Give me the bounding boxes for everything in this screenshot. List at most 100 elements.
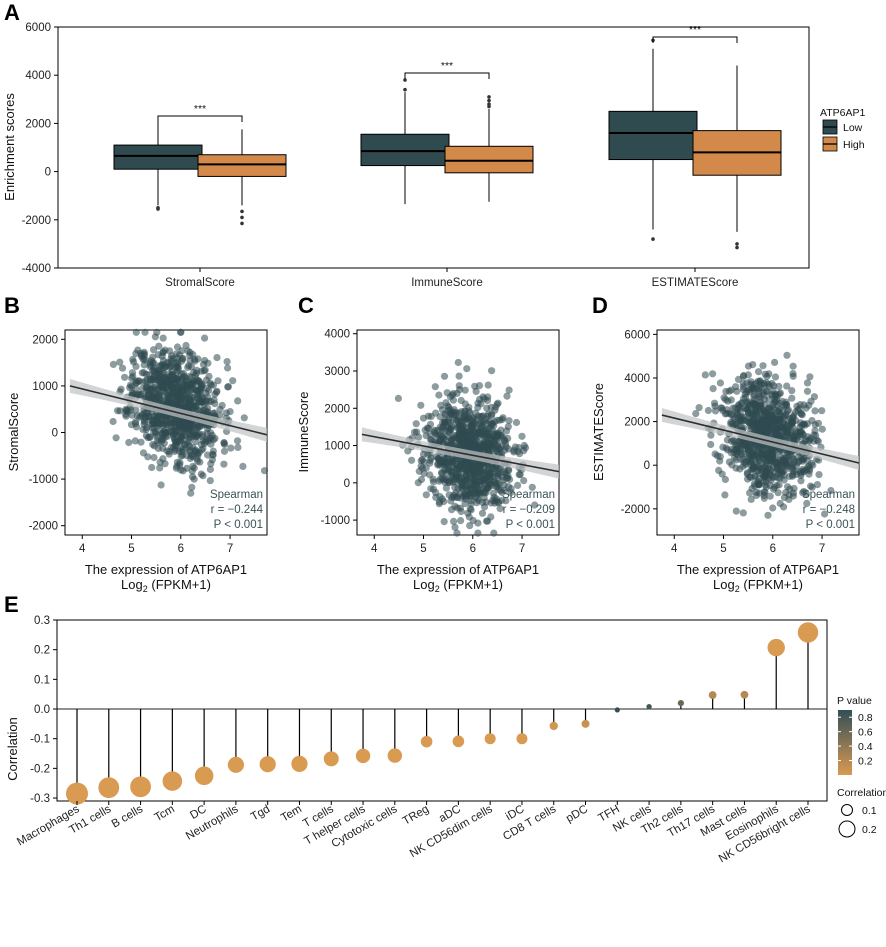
- scatter-point: [164, 395, 172, 403]
- scatter-point: [161, 384, 169, 392]
- scatter-point: [734, 375, 743, 383]
- cbar-tick-label-1: 0.6: [858, 727, 873, 739]
- box-StromalScore-low: [113, 144, 203, 170]
- scatter-point: [721, 491, 729, 499]
- x-axis-title: The expression of ATP6AP1: [85, 562, 247, 577]
- dot-iDC: [516, 733, 528, 745]
- scatter-point: [501, 436, 509, 445]
- scatter-point: [731, 415, 739, 423]
- scatter-point: [784, 483, 792, 491]
- y-tick-label-5: 4000: [324, 329, 350, 341]
- scatter-point: [213, 354, 221, 362]
- scatter-point: [157, 438, 165, 446]
- panel-label-b: B: [4, 293, 20, 318]
- dot-Tgd: [259, 756, 276, 773]
- scatter-point: [453, 389, 461, 397]
- scatter-point: [451, 483, 459, 491]
- scatter-point: [193, 424, 201, 432]
- scatter-point: [149, 440, 157, 449]
- scatter-point: [140, 409, 148, 418]
- scatter-point: [142, 377, 150, 385]
- scatter-point: [151, 370, 159, 379]
- scatter-point: [815, 471, 823, 479]
- scatter-point: [475, 468, 484, 476]
- scatter-point: [483, 404, 491, 412]
- box-StromalScore-high: [197, 154, 287, 177]
- scatter-point: [722, 444, 730, 452]
- scatter-point: [155, 342, 163, 350]
- scatter-point: [755, 368, 763, 376]
- x-tick-label-0: 4: [671, 543, 678, 555]
- scatter-point: [752, 379, 761, 387]
- scatter-point: [457, 517, 465, 525]
- y-tick-label-0: -4000: [22, 263, 51, 275]
- scatter-point: [452, 472, 460, 481]
- scatter-point: [775, 382, 783, 390]
- scatter-point: [821, 510, 829, 518]
- scatter-point: [477, 400, 485, 408]
- y-axis-title: Enrichment scores: [2, 93, 17, 201]
- dot-TReg: [420, 735, 433, 748]
- dot-DC: [194, 766, 214, 786]
- box-ESTIMATEScore-low: [608, 110, 698, 161]
- scatter-point: [493, 479, 501, 487]
- y-tick-label-2: -0.1: [30, 734, 50, 746]
- scatter-point: [131, 420, 140, 428]
- dots: [66, 622, 819, 805]
- scatter-point: [704, 406, 713, 415]
- scatter-point: [769, 504, 777, 512]
- scatter-point: [725, 458, 734, 466]
- scatter-point: [161, 429, 169, 437]
- scatter-point: [109, 417, 117, 426]
- x-tick-label-7: Tem: [279, 803, 304, 824]
- scatter-point: [132, 349, 140, 358]
- legend: ATP6AP1 Low High: [820, 107, 865, 152]
- scatter-point: [490, 437, 498, 445]
- scatter-point: [480, 503, 489, 511]
- scatter-point: [467, 478, 475, 486]
- x-tick-label-3: 7: [519, 543, 525, 555]
- scatter-point: [469, 516, 477, 525]
- x-axis: 4 5 6 7: [371, 535, 525, 555]
- scatter-point: [764, 427, 772, 435]
- scatter-point: [759, 362, 767, 370]
- panel-label-a: A: [4, 0, 20, 25]
- y-axis: -1000 0 1000 2000 3000 4000: [321, 329, 357, 527]
- scatter-point: [466, 522, 474, 530]
- pvalue-legend-title: P value: [837, 695, 872, 707]
- scatter-point: [233, 437, 242, 445]
- scatter-point: [772, 396, 781, 404]
- scatter-point: [493, 400, 501, 408]
- regression-fit: [69, 378, 268, 442]
- scatter-point: [164, 421, 172, 429]
- scatter-point: [442, 484, 450, 492]
- scatter-point: [192, 446, 200, 454]
- log-rest: (FPKM+1): [148, 577, 211, 592]
- panel-label-e: E: [4, 592, 19, 617]
- scatter-point: [451, 523, 459, 531]
- scatter-point: [827, 487, 835, 495]
- log-sub: 2: [143, 584, 148, 594]
- x-tick-label-2: 6: [178, 543, 184, 555]
- y-tick-label-1: 0: [344, 478, 350, 490]
- scatter-point: [488, 367, 496, 375]
- scatter-point: [177, 394, 185, 402]
- scatter-point: [711, 450, 719, 458]
- dot-Cytotoxic cells: [387, 748, 403, 763]
- scatter-point: [426, 456, 434, 465]
- fit-line: [661, 414, 860, 464]
- scatter-point: [176, 461, 184, 469]
- scatter-point: [229, 377, 237, 385]
- scatter-point: [757, 464, 765, 472]
- scatter-point: [778, 461, 786, 469]
- scatter-point: [761, 481, 769, 489]
- scatter-point: [214, 377, 222, 385]
- scatter-point: [132, 385, 140, 393]
- lollipop-panel: -0.3-0.2-0.10.00.10.20.3 MacrophagesTh1 …: [5, 615, 886, 865]
- scatter-point: [417, 462, 425, 470]
- scatter-point: [138, 385, 147, 393]
- scatter-point: [394, 394, 402, 402]
- scatter-point: [469, 441, 477, 449]
- x-tick-label-2: ESTIMATEScore: [652, 277, 739, 289]
- scatter-point: [807, 482, 815, 490]
